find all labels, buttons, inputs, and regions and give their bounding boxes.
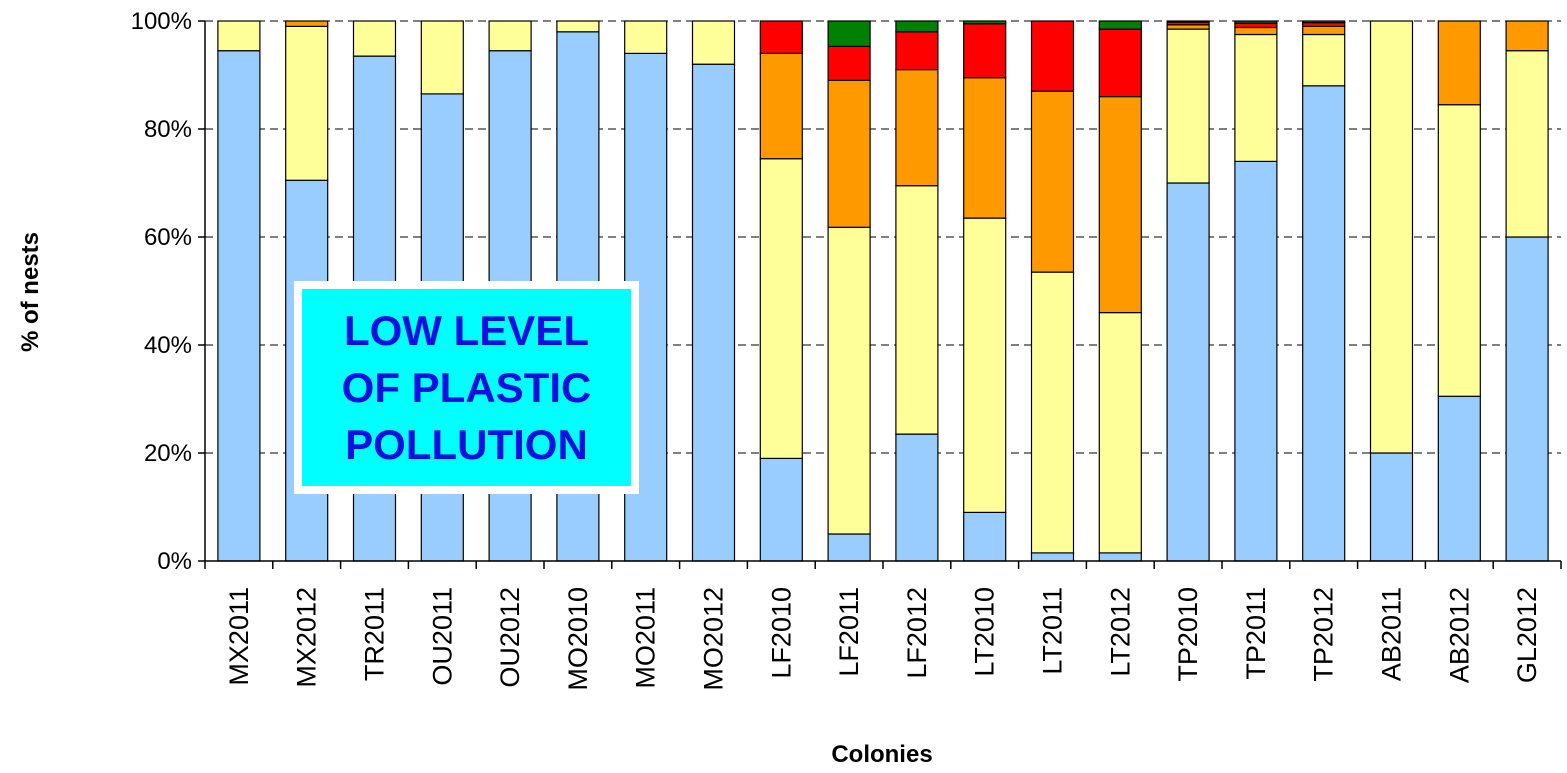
x-tick-label-AB2011: AB2011 xyxy=(1377,587,1407,681)
bar-segment-TP2011-3 xyxy=(1234,22,1278,29)
bar-segment-MX2012-1 xyxy=(285,25,329,181)
bar-segment-TP2011-4 xyxy=(1234,20,1278,24)
x-tick-label-TP2011: TP2011 xyxy=(1241,587,1271,680)
bar-segment-MO2012-0 xyxy=(691,63,736,562)
bar-segment-TP2011-1 xyxy=(1234,33,1278,163)
bar-segment-LT2011-0 xyxy=(1030,552,1075,562)
bar-segment-MX2011-0 xyxy=(217,50,261,562)
bar-segment-TP2012-4 xyxy=(1302,20,1346,24)
axes xyxy=(198,20,1562,569)
x-tick-label-OU2011: OU2011 xyxy=(427,587,457,686)
bar-segment-MX2012-2 xyxy=(285,20,329,28)
bar-segment-LF2010-1 xyxy=(759,158,803,460)
bar-segment-LF2011-2 xyxy=(827,79,871,228)
y-tick-label: 40% xyxy=(144,332,192,359)
x-axis-label: Colonies xyxy=(831,741,932,768)
bar-segment-LT2010-1 xyxy=(963,217,1007,513)
x-tick-label-LF2010: LF2010 xyxy=(766,587,796,679)
bar-segment-LF2010-2 xyxy=(759,52,803,160)
y-axis-label: % of nests xyxy=(17,232,44,352)
x-tick-label-AB2012: AB2012 xyxy=(1444,587,1474,683)
bar-segment-LF2012-1 xyxy=(895,185,939,435)
bar-segment-GL2012-2 xyxy=(1505,20,1549,52)
bar-segment-LT2011-1 xyxy=(1030,271,1075,554)
bar-segment-TR2011-1 xyxy=(352,20,397,57)
x-tick-label-LT2012: LT2012 xyxy=(1105,587,1135,677)
bar-segment-LF2011-3 xyxy=(827,45,871,82)
x-tick-label-MX2011: MX2011 xyxy=(224,587,254,686)
bar-segment-AB2012-1 xyxy=(1437,104,1481,397)
x-tick-label-LT2010: LT2010 xyxy=(970,587,1000,677)
x-tick-label-LF2012: LF2012 xyxy=(902,587,932,679)
bar-segment-GL2012-1 xyxy=(1505,50,1549,238)
bar-segment-TP2012-2 xyxy=(1302,25,1346,36)
bar-segment-TP2010-4 xyxy=(1166,20,1210,23)
bar-segment-LT2011-2 xyxy=(1030,90,1075,273)
bar-segment-TP2010-2 xyxy=(1166,24,1210,30)
x-tick-label-MX2012: MX2012 xyxy=(292,587,322,688)
bar-segment-LT2012-2 xyxy=(1098,95,1142,314)
bar-segment-TP2011-0 xyxy=(1234,160,1278,562)
annotation-text: LOW LEVEL OF PLASTIC POLLUTION xyxy=(341,307,592,468)
y-tick-label: 80% xyxy=(144,116,192,143)
bar-segment-LF2011-4 xyxy=(827,20,871,47)
bar-segment-LF2010-0 xyxy=(759,457,803,562)
bar-segment-MX2011-1 xyxy=(217,20,261,52)
bar-segment-LF2012-3 xyxy=(895,31,939,71)
x-tick-labels: MX2011 MX2012 TR2011 OU2011 OU2012 MO2010 MO20… xyxy=(224,587,1542,691)
bar-segment-OU2012-1 xyxy=(488,20,532,52)
x-tick-label-MO2010: MO2010 xyxy=(563,587,593,691)
annotation-box: LOW LEVEL OF PLASTIC POLLUTION xyxy=(294,281,639,494)
bar-segment-LT2011-3 xyxy=(1030,20,1075,92)
bar-segment-TP2010-1 xyxy=(1166,28,1210,184)
bar-segment-MO2012-1 xyxy=(691,20,736,65)
bar-segment-AB2012-2 xyxy=(1437,20,1481,106)
y-tick-label: 100% xyxy=(131,8,192,35)
y-tick-labels: 0% 20% 40% 60% 80% 100% xyxy=(131,8,192,575)
bar-segment-AB2011-0 xyxy=(1369,452,1414,562)
x-tick-label-LT2011: LT2011 xyxy=(1038,587,1068,675)
x-tick-label-OU2012: OU2012 xyxy=(495,587,525,688)
bar-segment-LT2012-0 xyxy=(1098,552,1142,562)
bar-segment-AB2011-1 xyxy=(1369,20,1414,454)
x-tick-label-LF2011: LF2011 xyxy=(834,587,864,677)
bar-segment-TP2012-1 xyxy=(1302,33,1346,87)
bar-segment-LF2011-1 xyxy=(827,226,871,535)
annotation-panel: LOW LEVEL OF PLASTIC POLLUTION xyxy=(302,289,631,486)
y-tick-label: 60% xyxy=(144,224,192,251)
x-tick-label-MO2012: MO2012 xyxy=(699,587,729,691)
bar-segment-LF2012-4 xyxy=(895,20,939,33)
bar-segment-LT2012-1 xyxy=(1098,312,1142,554)
y-tick-label: 20% xyxy=(144,440,192,467)
bar-segment-LT2012-4 xyxy=(1098,20,1142,30)
bar-segment-LT2010-2 xyxy=(963,77,1007,219)
y-tick-label: 0% xyxy=(157,548,192,575)
bar-segment-LT2012-3 xyxy=(1098,28,1142,98)
bar-segment-LT2010-4 xyxy=(963,20,1007,25)
bar-segment-LT2010-3 xyxy=(963,23,1007,79)
bar-segment-TP2012-0 xyxy=(1302,85,1346,562)
x-tick-label-TP2012: TP2012 xyxy=(1309,587,1339,682)
x-tick-label-GL2012: GL2012 xyxy=(1512,587,1542,683)
bar-segment-LF2012-0 xyxy=(895,433,939,562)
bar-segment-TP2010-0 xyxy=(1166,182,1210,562)
bar-segment-LF2010-3 xyxy=(759,20,803,55)
x-tick-label-TP2010: TP2010 xyxy=(1173,587,1203,682)
bar-segment-LF2012-2 xyxy=(895,68,939,187)
bar-segment-OU2011-1 xyxy=(420,20,464,95)
bar-segment-LT2010-0 xyxy=(963,511,1007,562)
x-tick-label-TR2011: TR2011 xyxy=(360,587,390,681)
bar-segment-MO2011-1 xyxy=(624,20,668,55)
bar-segment-AB2012-0 xyxy=(1437,395,1481,562)
bar-segment-TP2011-2 xyxy=(1234,26,1278,36)
bar-segment-MO2010-1 xyxy=(556,20,600,33)
bar-segment-LF2011-0 xyxy=(827,533,871,562)
x-tick-label-MO2011: MO2011 xyxy=(631,587,661,689)
bar-segment-GL2012-0 xyxy=(1505,236,1549,562)
